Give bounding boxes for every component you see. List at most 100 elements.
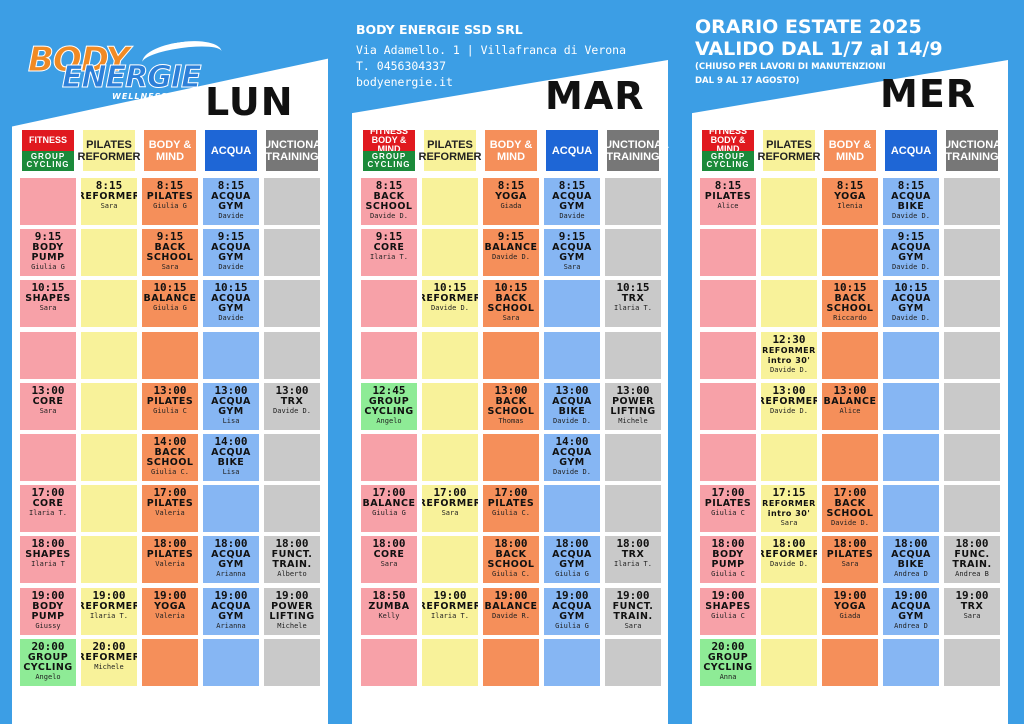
company-info: BODY ENERGIE SSD SRL Via Adamello. 1 | V… xyxy=(356,22,626,90)
class-name: YOGA xyxy=(495,191,527,202)
class-instructor: Sara xyxy=(441,509,459,518)
empty-slot xyxy=(264,331,320,379)
empty-slot xyxy=(822,229,878,277)
header-label: FUNCTIONAL TRAINING xyxy=(597,138,669,163)
empty-slot xyxy=(361,434,417,481)
class-instructor: Sara xyxy=(39,406,57,415)
header-label: BODY & MIND xyxy=(489,138,533,163)
class-slot: 13:00 TRX Davide D. xyxy=(264,382,320,430)
class-instructor: Davide xyxy=(218,212,244,220)
class-time: 19:00 xyxy=(92,588,126,602)
class-name: ACQUA GYM xyxy=(552,447,592,468)
class-name: POWER LIFTING xyxy=(610,395,656,417)
empty-slot xyxy=(422,382,478,430)
class-time: 14:00 xyxy=(555,435,589,448)
class-slot: 17:00 PILATES Giulia C. xyxy=(483,485,539,533)
class-name: ACQUA GYM xyxy=(211,600,251,622)
class-name: ACQUA GYM xyxy=(552,242,592,264)
empty-slot xyxy=(822,434,878,481)
class-time: 9:15 xyxy=(558,230,586,244)
header-label: BODY & MIND xyxy=(828,138,872,163)
class-instructor: Valeria xyxy=(155,509,185,518)
column-header-pilates: PILATES REFORMER xyxy=(419,128,481,173)
class-time: 18:00 xyxy=(214,537,248,551)
class-instructor: Sara xyxy=(100,202,118,210)
class-name: TRX xyxy=(621,549,645,561)
class-name: BALANCE xyxy=(484,242,538,254)
class-time: 17:00 xyxy=(153,486,187,500)
class-slot: 9:15 ACQUA GYM Davide D. xyxy=(883,229,939,277)
class-instructor: Giussy xyxy=(35,621,61,630)
column-header-split: FITNESS BODY & MIND GROUP CYCLING xyxy=(700,126,756,173)
class-time: 20:00 xyxy=(92,639,126,653)
class-time: 18:50 xyxy=(372,588,406,602)
class-instructor: Michele xyxy=(94,662,124,671)
class-slot: 10:15 BALANCE Giulia G xyxy=(142,280,198,328)
class-name: BACK SCHOOL xyxy=(365,191,413,212)
class-slot: 17:00 PILATES Valeria xyxy=(142,485,198,533)
class-time: 18:00 xyxy=(494,537,528,551)
class-name: CORE xyxy=(32,498,64,510)
column-header-split: FITNESS GROUP CYCLING xyxy=(20,128,76,173)
class-time: 19:00 xyxy=(433,588,467,602)
class-instructor: Giulia C. xyxy=(151,468,189,476)
class-slot: 18:00 BACK SCHOOL Giulia C. xyxy=(483,536,539,584)
class-time: 17:00 xyxy=(494,486,528,500)
class-slot: 8:15 ACQUA GYM Davide xyxy=(544,178,600,225)
class-instructor: Davide D. xyxy=(492,253,530,262)
class-time: 17:00 xyxy=(711,486,745,500)
class-name: BACK SCHOOL xyxy=(487,293,535,315)
class-name: BODY PUMP xyxy=(711,549,745,571)
class-time: 13:00 xyxy=(833,383,867,397)
class-name: TRX xyxy=(960,600,984,612)
empty-slot xyxy=(605,638,661,686)
class-instructor: Davide D. xyxy=(770,560,808,569)
class-slot: 19:00 TRX Sara xyxy=(944,587,1000,635)
class-instructor: Giulia C xyxy=(153,406,187,415)
class-slot: 18:00 ACQUA BIKE Andrea D xyxy=(883,536,939,584)
season-valid: VALIDO DAL 1/7 al 14/9 xyxy=(695,38,943,60)
class-instructor: Lisa xyxy=(222,416,240,425)
class-instructor: Michele xyxy=(277,621,307,630)
empty-slot xyxy=(761,587,817,635)
class-instructor: Davide D. xyxy=(770,406,808,415)
class-slot: 8:15 PILATES Giulia G xyxy=(142,178,198,225)
class-time: 17:00 xyxy=(31,486,65,500)
class-name: ACQUA GYM xyxy=(211,191,251,212)
class-instructor: Valeria xyxy=(155,611,185,620)
class-name: FUNCT. TRAIN. xyxy=(612,600,654,622)
class-time: 13:00 xyxy=(275,383,309,397)
header-label: PILATES REFORMER xyxy=(418,138,482,163)
header-label: FUNCTIONAL TRAINING xyxy=(256,138,328,163)
class-name: YOGA xyxy=(154,600,186,612)
column-header-functional: FUNCTIONAL TRAINING xyxy=(936,128,1008,173)
class-name: PILATES xyxy=(704,191,752,202)
class-slot: 18:00 PILATES Valeria xyxy=(142,536,198,584)
class-slot: 9:15 BALANCE Davide D. xyxy=(483,229,539,277)
class-name: BACK SCHOOL xyxy=(826,293,874,315)
header-label: PILATES REFORMER xyxy=(757,138,821,163)
empty-slot xyxy=(883,434,939,481)
class-name: BODY PUMP xyxy=(31,242,65,264)
class-instructor: Giulia C xyxy=(711,570,745,579)
class-slot: 8:15 YOGA Ilenia xyxy=(822,178,878,225)
class-name: ZUMBA xyxy=(368,600,410,612)
class-name: TRX xyxy=(280,395,304,407)
logo-word-body: BODY xyxy=(27,40,130,81)
class-instructor: Alice xyxy=(717,202,739,210)
class-time: 13:00 xyxy=(31,383,65,397)
class-slot: 18:00 BODY PUMP Giulia C xyxy=(700,536,756,584)
empty-slot xyxy=(203,485,259,533)
class-slot: 18:00 ACQUA GYM Giulia G xyxy=(544,536,600,584)
class-instructor: Giulia C. xyxy=(492,509,530,518)
empty-slot xyxy=(264,485,320,533)
empty-slot xyxy=(605,229,661,277)
class-slot: 13:00 POWER LIFTING Michele xyxy=(605,382,661,430)
class-time: 19:00 xyxy=(555,588,589,602)
class-instructor: Giulia C xyxy=(711,611,745,620)
season-note-1: (CHIUSO PER LAVORI DI MANUTENZIONI xyxy=(695,62,886,72)
header-label: FUNCTIONAL TRAINING xyxy=(936,138,1008,163)
class-instructor: Ilaria T. xyxy=(90,611,128,620)
class-slot: 19:00 BODY PUMP Giussy xyxy=(20,587,76,635)
class-time: 8:15 xyxy=(156,179,184,192)
